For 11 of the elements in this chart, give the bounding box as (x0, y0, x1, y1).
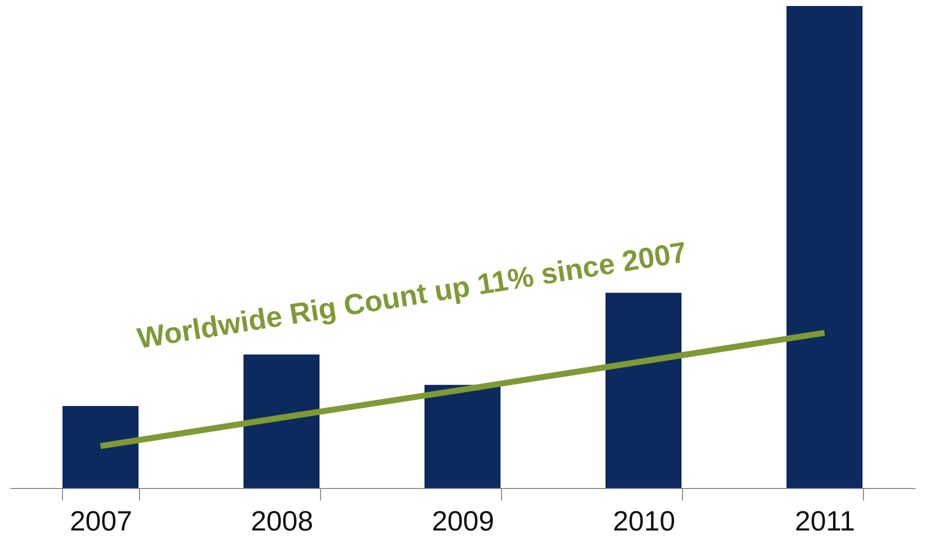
bar (605, 292, 682, 488)
bar (786, 6, 863, 488)
bar (243, 354, 320, 488)
x-tick-label: 2011 (794, 506, 856, 536)
annotation: Worldwide Rig Count up 11% since 2007 (135, 236, 689, 356)
bar (62, 406, 139, 488)
x-tick-label: 2010 (612, 506, 676, 536)
x-tick-label: 2009 (432, 506, 494, 536)
x-tick-label: 2007 (70, 506, 132, 536)
bar (424, 384, 501, 488)
x-tick-label: 2008 (250, 506, 314, 536)
